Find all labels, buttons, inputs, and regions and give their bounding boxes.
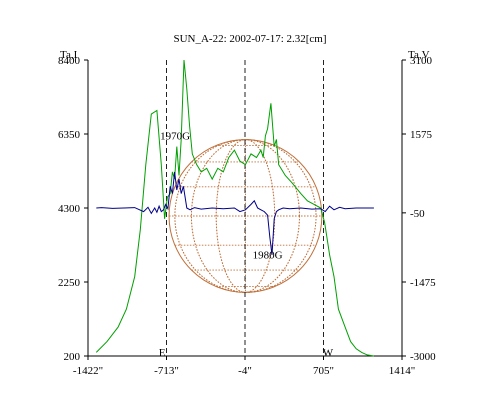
left-tick-label: 4300 [58,203,81,215]
polarization-series-line [96,171,374,255]
left-tick-label: 2250 [58,277,81,289]
right-tick-label: 3100 [410,55,433,67]
left-tick-label: 8400 [58,55,81,67]
group-annotation: 1980G [253,250,283,262]
limb-side-label: E [159,347,166,359]
axis-ticks: -1422" -713" -4" 705" 1414" 8400 6350 4300 2250 2… [58,55,436,377]
x-tick-label: 1414" [389,365,416,377]
intensity-series-line [95,59,374,357]
left-tick-label: 6350 [58,129,81,141]
right-tick-label: -1475 [410,277,436,289]
chart-title: SUN_A-22: 2002-07-17: 2.32[cm] [173,33,326,45]
right-axis-label: Ta,V [408,49,430,61]
right-tick-label: -50 [410,208,425,220]
x-tick-label: -1422" [73,365,103,377]
chart-text-labels: 1970G 1980G E W [159,130,334,359]
x-tick-label: 705" [313,365,334,377]
limb-side-label: W [323,347,334,359]
group-annotation: 1970G [160,130,190,142]
x-tick-label: -4" [238,365,252,377]
right-tick-label: 1575 [410,129,433,141]
data-series [95,59,374,357]
x-tick-label: -713" [154,365,179,377]
left-axis-label: Ta,I [60,49,78,61]
left-tick-label: 200 [64,351,81,363]
right-tick-label: -3000 [410,351,436,363]
